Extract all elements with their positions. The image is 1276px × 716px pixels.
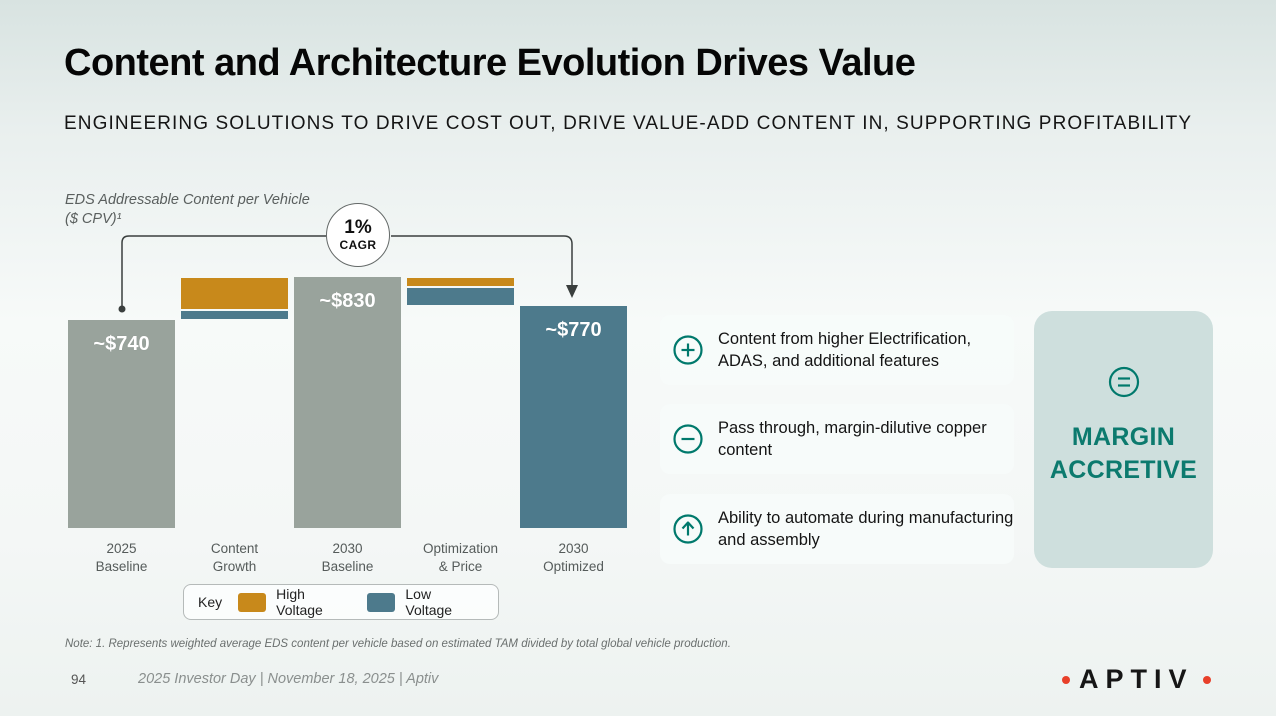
bar-value-label: ~$740 <box>93 332 150 355</box>
bar-value-label: ~$830 <box>319 290 376 313</box>
footer-text: 2025 Investor Day | November 18, 2025 | … <box>138 671 439 687</box>
bar-2025-baseline: ~$740 <box>68 319 175 528</box>
bar-2030-baseline: ~$830 <box>294 277 401 528</box>
bar-2030-optimized: ~$770 <box>520 305 627 528</box>
legend-item-high-voltage: High Voltage <box>276 586 323 618</box>
low-voltage-swatch <box>367 592 396 612</box>
equals-circle-icon <box>1108 366 1139 398</box>
bar-value-label: ~$770 <box>545 318 602 341</box>
logo-wordmark: APTIV <box>1079 664 1194 694</box>
callout-content-growth: Content from higher Electrification, ADA… <box>660 315 1014 385</box>
callout-text: Ability to automate during manufacturing… <box>718 508 1014 549</box>
callout-copper-content: Pass through, margin-dilutive copper con… <box>660 404 1014 474</box>
category-label-2030-baseline: 2030 Baseline <box>321 541 374 574</box>
category-label-2025-baseline: 2025 Baseline <box>95 541 148 574</box>
margin-accretive-label: MARGIN ACCRETIVE <box>1049 423 1198 484</box>
aptiv-logo: APTIV <box>1062 664 1211 695</box>
margin-accretive-panel: MARGIN ACCRETIVE <box>1034 311 1213 568</box>
legend-item-low-voltage: Low Voltage <box>405 586 453 618</box>
segment-content-growth-low-voltage <box>181 311 288 319</box>
high-voltage-swatch <box>238 592 267 612</box>
arrow-up-circle-icon <box>673 514 703 544</box>
cagr-value: 1% <box>344 217 372 239</box>
plus-circle-icon <box>673 335 703 365</box>
page-number: 94 <box>71 672 87 687</box>
callout-automation: Ability to automate during manufacturing… <box>660 494 1014 564</box>
cagr-label: CAGR <box>339 237 377 252</box>
category-label-2030-optimized: 2030 Optimized <box>543 541 604 574</box>
legend-key-label: Key <box>198 594 223 610</box>
chart-legend: Key High Voltage Low Voltage <box>183 584 499 620</box>
chart-axis-label-line2: ($ CPV)¹ <box>65 210 122 227</box>
cagr-badge: 1% CAGR <box>326 203 390 267</box>
segment-content-growth-high-voltage <box>181 278 288 310</box>
slide-subtitle: ENGINEERING SOLUTIONS TO DRIVE COST OUT,… <box>64 113 1193 134</box>
minus-circle-icon <box>673 424 703 454</box>
callout-text: Content from higher Electrification, ADA… <box>718 329 972 370</box>
footnote: Note: 1. Represents weighted average EDS… <box>65 638 731 650</box>
slide-title: Content and Architecture Evolution Drive… <box>64 42 916 84</box>
logo-dot-left <box>1062 675 1070 684</box>
chart-axis-label-line1: EDS Addressable Content per Vehicle <box>65 192 310 208</box>
callout-text: Pass through, margin-dilutive copper con… <box>718 418 987 459</box>
logo-dot-right <box>1202 675 1211 684</box>
category-label-optimization-price: Optimization & Price <box>422 541 499 574</box>
segment-optimization-price-high-voltage <box>407 278 514 286</box>
segment-optimization-price-low-voltage <box>407 287 514 305</box>
chart-axis-label: EDS Addressable Content per Vehicle ($ C… <box>65 191 310 229</box>
category-label-content-growth: Content Growth <box>210 541 259 574</box>
